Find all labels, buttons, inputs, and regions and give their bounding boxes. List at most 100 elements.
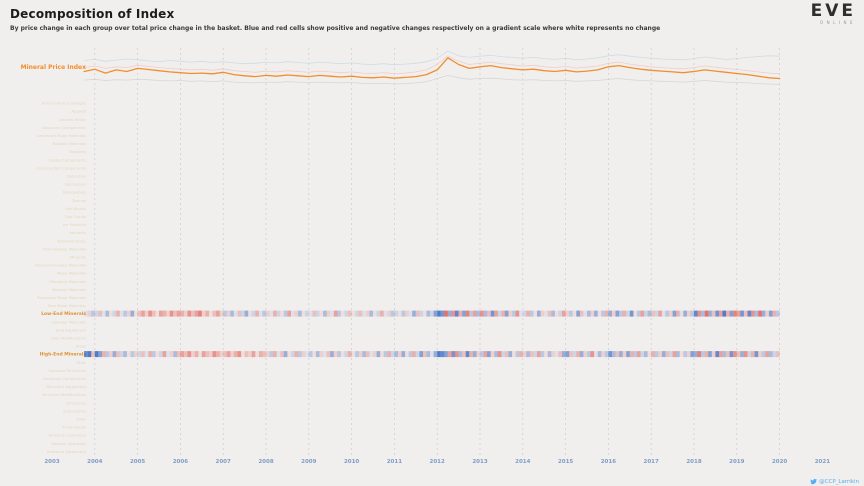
heatmap-cell bbox=[230, 310, 234, 317]
heatmap-cell bbox=[294, 310, 299, 317]
eve-logo-subtext: ONLINE bbox=[819, 20, 856, 25]
heatmap-row-label: Fuel Blocks bbox=[65, 206, 86, 211]
heatmap-cell bbox=[205, 310, 209, 317]
heatmap-cell bbox=[776, 351, 780, 358]
heatmap-cell bbox=[715, 351, 719, 358]
heatmap-cell bbox=[376, 310, 381, 317]
heatmap-cell bbox=[433, 310, 438, 317]
heatmap-cell bbox=[544, 310, 548, 317]
heatmap-cell bbox=[676, 310, 680, 317]
heatmap-cell bbox=[301, 310, 306, 317]
heatmap-cell bbox=[519, 351, 523, 358]
heatmap-row-label: Datacores bbox=[67, 174, 86, 179]
heatmap-cell bbox=[768, 351, 773, 358]
heatmap-cell bbox=[208, 351, 213, 358]
heatmap-cell bbox=[323, 310, 327, 317]
heatmap-cell bbox=[419, 351, 423, 358]
heatmap-cell bbox=[422, 351, 427, 358]
heatmap-cell bbox=[562, 351, 566, 358]
heatmap-cell bbox=[151, 310, 156, 317]
heatmap-cell bbox=[387, 310, 391, 317]
heatmap-cell bbox=[451, 310, 456, 317]
heatmap-cell bbox=[116, 310, 120, 317]
heatmap-row-label: Minerals bbox=[70, 255, 86, 260]
heatmap-cell bbox=[166, 351, 170, 358]
heatmap-cell bbox=[430, 351, 434, 358]
heatmap-row-label: Research Equipment bbox=[47, 449, 87, 454]
x-axis-year-label: 2021 bbox=[815, 459, 830, 465]
heatmap-cell bbox=[640, 351, 645, 358]
heatmap-cell bbox=[661, 310, 666, 317]
heatmap-cell bbox=[533, 351, 538, 358]
heatmap-cell bbox=[155, 310, 159, 317]
heatmap-cell bbox=[369, 351, 373, 358]
heatmap-cell bbox=[84, 351, 88, 358]
heatmap-cell bbox=[597, 351, 602, 358]
heatmap-cell bbox=[554, 351, 559, 358]
heatmap-cell bbox=[590, 351, 595, 358]
heatmap-cell bbox=[679, 351, 684, 358]
heatmap-cell bbox=[540, 310, 545, 317]
heatmap-cell bbox=[141, 351, 145, 358]
heatmap-cell bbox=[683, 351, 687, 358]
heatmap-cell bbox=[437, 351, 441, 358]
twitter-bird-icon bbox=[810, 478, 818, 485]
heatmap-cell bbox=[412, 351, 416, 358]
x-axis-year-label: 2012 bbox=[430, 459, 445, 465]
heatmap-cell bbox=[308, 310, 313, 317]
author-twitter-handle: @CCP_Larrikin bbox=[810, 478, 859, 485]
heatmap-cell bbox=[697, 310, 702, 317]
heatmap-cell bbox=[440, 351, 445, 358]
heatmap-cell bbox=[569, 310, 573, 317]
heatmap-cell bbox=[776, 310, 780, 317]
heatmap-cell bbox=[237, 310, 242, 317]
heatmap-cell bbox=[101, 351, 106, 358]
heatmap-cell bbox=[351, 310, 356, 317]
heatmap-cell bbox=[105, 351, 110, 358]
heatmap-cell bbox=[587, 351, 591, 358]
heatmap-cell bbox=[747, 351, 752, 358]
heatmap-cell bbox=[319, 310, 324, 317]
heatmap-cell bbox=[169, 310, 174, 317]
heatmap-cell bbox=[398, 351, 402, 358]
heatmap-cell bbox=[690, 310, 694, 317]
heatmap-cell bbox=[387, 351, 391, 358]
heatmap-cell bbox=[398, 310, 402, 317]
heatmap-row-label: Structures bbox=[66, 400, 86, 405]
heatmap-cell bbox=[394, 310, 398, 317]
heatmap-cell bbox=[130, 351, 135, 358]
heatmap-cell bbox=[315, 351, 320, 358]
heatmap-cell bbox=[330, 310, 334, 317]
heatmap-row-label: Structure Equipment bbox=[47, 384, 87, 389]
heatmap-cell bbox=[458, 351, 463, 358]
heatmap-cell bbox=[537, 310, 541, 317]
x-axis-year-label: 2009 bbox=[301, 459, 316, 465]
heatmap-cell bbox=[344, 351, 349, 358]
secondary-index-line bbox=[83, 50, 780, 66]
heatmap-cell bbox=[736, 351, 741, 358]
heatmap-cell bbox=[676, 351, 680, 358]
heatmap-cell bbox=[572, 351, 577, 358]
heatmap-cell bbox=[672, 351, 677, 358]
heatmap-cell bbox=[633, 310, 637, 317]
heatmap-cell bbox=[768, 310, 773, 317]
heatmap-cell bbox=[704, 310, 709, 317]
heatmap-row-label: Structure Modifications bbox=[42, 392, 86, 397]
heatmap-cell bbox=[715, 310, 719, 317]
heatmap-cell bbox=[594, 351, 598, 358]
heatmap-cell bbox=[465, 351, 470, 358]
heatmap-cell bbox=[241, 351, 245, 358]
heatmap-cell bbox=[223, 310, 227, 317]
heatmap-cell bbox=[686, 310, 691, 317]
heatmap-row-label: Construction Components bbox=[37, 165, 86, 170]
heatmap-cell bbox=[683, 310, 687, 317]
heatmap-cell bbox=[743, 351, 748, 358]
heatmap-row-label: Deployables bbox=[63, 190, 86, 195]
heatmap-cell bbox=[208, 310, 213, 317]
heatmap-cell bbox=[469, 310, 473, 317]
heatmap-cell bbox=[298, 310, 302, 317]
heatmap-cell bbox=[526, 310, 530, 317]
heatmap-cell bbox=[669, 310, 673, 317]
heatmap-row-label: Gas Clouds bbox=[65, 214, 86, 219]
heatmap-row-label: Moon Materials bbox=[57, 271, 86, 276]
